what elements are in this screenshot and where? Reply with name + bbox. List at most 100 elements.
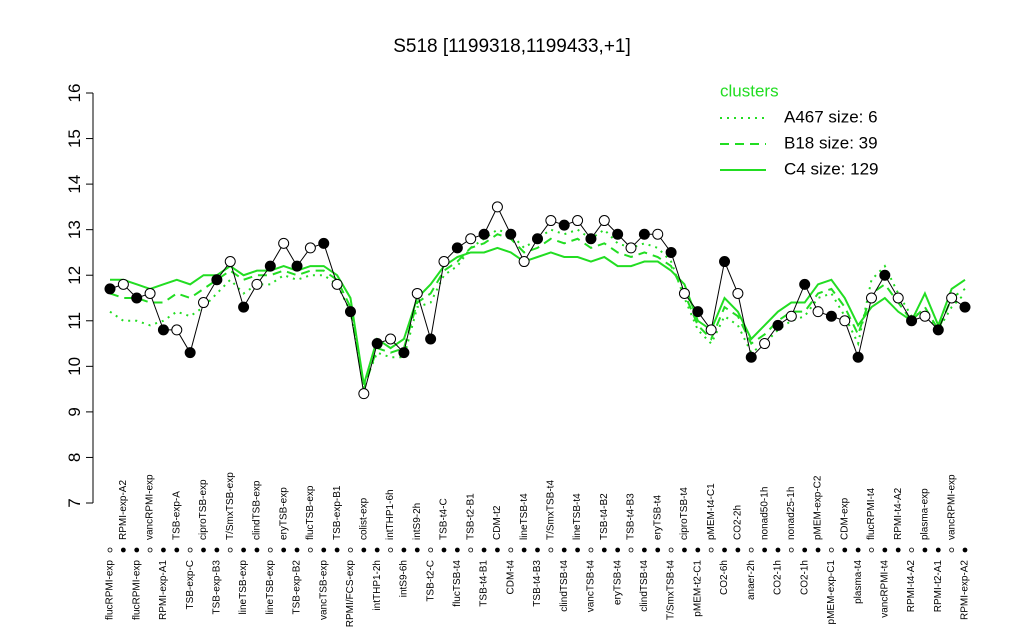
x-tick-label: RPMI-t2-A1 <box>933 560 944 613</box>
rug-mark <box>521 547 527 553</box>
probe-point <box>291 260 303 272</box>
probe-point <box>719 256 731 268</box>
x-tick-label: pMEM-t4-C1 <box>706 483 717 540</box>
x-tick-label: T/SmxTSB-t4 <box>546 480 557 540</box>
x-tick-label: eryTSB-t4 <box>612 560 623 605</box>
y-tick-label: 16 <box>65 84 84 103</box>
rug-mark <box>468 547 474 553</box>
probe-point <box>799 278 811 290</box>
rug-mark <box>241 547 246 553</box>
probe-point <box>505 228 517 240</box>
x-tick-label: intTHP1-2h <box>372 560 383 611</box>
x-tick-label: CDM-t2 <box>492 505 503 540</box>
rug-mark <box>428 547 434 553</box>
probe-point <box>171 324 183 336</box>
rug-mark <box>668 547 674 553</box>
probe-point <box>411 287 423 299</box>
probe-point <box>825 310 837 322</box>
rug-mark <box>615 547 621 553</box>
x-tick-label: CDM-exp <box>839 497 850 540</box>
rug-mark <box>454 547 460 553</box>
cluster-line <box>110 246 966 385</box>
probe-point <box>251 278 263 290</box>
rug-mark <box>962 547 968 553</box>
x-tick-label: anaer-2h <box>746 560 757 600</box>
rug-mark <box>267 547 273 553</box>
x-tick-label: intS9-2h <box>412 503 423 540</box>
x-tick-label: T/SmxTSB-t4 <box>666 560 677 620</box>
rug-mark <box>120 547 126 553</box>
rug-mark <box>495 547 500 553</box>
rug-mark <box>348 547 353 553</box>
rug-mark <box>735 547 741 553</box>
rug-mark <box>481 547 487 553</box>
rug-mark <box>655 547 661 553</box>
x-tick-label: RPMI-t4-A2 <box>906 560 917 613</box>
x-tick-label: flucTSB-exp <box>305 485 316 540</box>
probe-point <box>612 228 624 240</box>
x-tick-label: flucRPMI-exp <box>105 560 116 620</box>
probe-point <box>532 233 543 245</box>
probe-point <box>879 269 891 281</box>
probe-point <box>558 219 570 231</box>
x-tick-label: flucTSB-t4 <box>452 560 463 607</box>
probe-point <box>438 256 450 268</box>
rug-mark <box>748 547 754 553</box>
rug-mark <box>201 547 206 553</box>
rug-mark <box>788 547 794 553</box>
y-tick-label: 10 <box>65 357 84 376</box>
probe-point <box>585 233 597 245</box>
probe-point <box>278 237 290 249</box>
y-tick-label: 7 <box>65 498 84 507</box>
probe-point <box>598 215 610 227</box>
cluster-line <box>109 233 966 390</box>
rug-mark <box>134 547 140 553</box>
rug-mark <box>601 547 607 553</box>
x-tick-label: CDM-t4 <box>505 560 516 595</box>
x-tick-label: intS9-6h <box>399 560 410 597</box>
y-tick-label: 14 <box>65 175 84 194</box>
probe-point <box>732 287 744 299</box>
x-tick-label: TSB-t4-B3 <box>532 560 543 607</box>
rug-mark <box>762 547 768 553</box>
probe-point <box>759 338 771 350</box>
rug-mark <box>708 547 714 553</box>
rug-mark <box>161 547 166 553</box>
rug-mark <box>187 547 193 553</box>
rug-mark <box>869 547 874 553</box>
rug-mark <box>815 547 821 553</box>
probe-point <box>678 287 690 299</box>
rug-mark <box>882 547 888 553</box>
rug-mark <box>695 547 701 553</box>
rug-mark <box>508 547 514 553</box>
rug-mark <box>227 547 233 553</box>
y-tick-label: 11 <box>65 312 84 330</box>
chart-title: S518 [1199318,1199433,+1] <box>393 36 631 57</box>
probe-point <box>425 333 437 345</box>
legend-label: C4 size: 129 <box>784 159 879 178</box>
probe-point <box>892 292 904 304</box>
x-tick-label: CO2-2h <box>733 505 744 540</box>
probe-point <box>478 228 490 240</box>
probe-point <box>518 256 530 268</box>
probe-point <box>572 215 584 227</box>
x-tick-label: CO2-6h <box>719 560 730 595</box>
probe-point <box>772 319 784 331</box>
rug-mark <box>321 547 327 553</box>
probe-point <box>358 388 370 400</box>
probe-point <box>839 315 851 327</box>
probe-point <box>211 274 223 286</box>
x-tick-label: RPMI-t4-A2 <box>893 487 904 540</box>
x-tick-label: TSB-exp-A <box>171 491 182 540</box>
rug-mark <box>147 547 153 553</box>
probe-point <box>344 306 356 318</box>
x-tick-label: flucRPMI-exp <box>131 560 142 620</box>
x-tick-label: pMEM-exp-C1 <box>826 560 837 625</box>
x-tick-label: TSB-t4-C <box>439 498 450 540</box>
legend-label: A467 size: 6 <box>784 107 878 126</box>
rug-mark <box>682 547 687 553</box>
x-tick-label: TSB-t4-B1 <box>479 560 490 607</box>
x-tick-label: TSB-exp-B2 <box>292 560 303 615</box>
x-tick-label: TSB-exp-B1 <box>332 485 343 540</box>
x-tick-label: lineTSB-t4 <box>519 493 530 540</box>
